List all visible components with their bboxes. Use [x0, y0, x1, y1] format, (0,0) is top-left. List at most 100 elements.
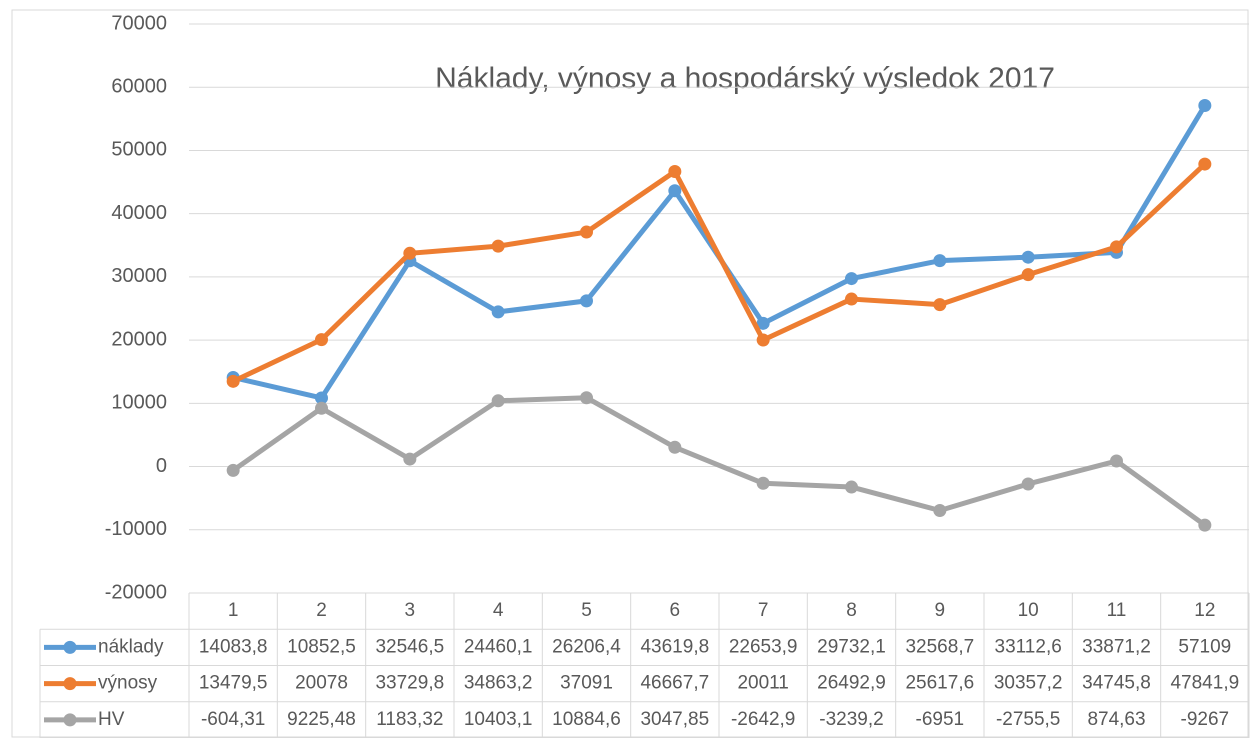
chart-frame — [11, 9, 1249, 738]
series-line — [231, 395, 1207, 528]
table-cell: 26206,4 — [552, 636, 621, 657]
y-tick-label: -20000 — [105, 581, 167, 603]
table-cell: 20078 — [295, 673, 348, 694]
x-tick-label: 4 — [493, 600, 504, 621]
table-cell: 1183,32 — [376, 709, 443, 730]
table-cell: 33112,6 — [995, 636, 1062, 657]
x-tick-label: 11 — [1107, 600, 1127, 621]
y-tick-label: 40000 — [111, 202, 167, 224]
table-cell: 29732,1 — [817, 636, 886, 657]
y-tick-label: -10000 — [105, 518, 167, 540]
x-tick-label: 9 — [935, 600, 946, 621]
y-tick-label: 10000 — [111, 392, 167, 414]
table-cell: 43619,8 — [640, 636, 709, 657]
series-marker — [845, 272, 858, 286]
table-cell: -604,31 — [201, 709, 265, 730]
x-tick-label: 10 — [1018, 600, 1039, 621]
series-marker — [491, 305, 505, 319]
legend-label: HV — [98, 709, 125, 730]
legend-key-marker — [63, 640, 77, 654]
series-marker — [580, 225, 593, 239]
table-cell: 30357,2 — [994, 673, 1063, 694]
x-tick-label: 2 — [316, 600, 327, 621]
series-marker — [1198, 518, 1212, 532]
y-tick-label: 60000 — [111, 76, 167, 98]
table-cell: 9225,48 — [287, 709, 356, 730]
series-marker — [1021, 268, 1035, 282]
table-cell: 24460,1 — [464, 636, 533, 657]
table-cell: 874,63 — [1087, 709, 1145, 730]
table-cell: 14083,8 — [199, 636, 268, 657]
series-marker — [491, 394, 505, 408]
table-cell: -2642,9 — [731, 709, 795, 730]
table-cell: 13479,5 — [199, 673, 268, 694]
y-tick-label: 70000 — [111, 12, 167, 34]
table-cell: 3047,85 — [640, 709, 709, 730]
y-tick-label: 0 — [156, 455, 167, 477]
table-cell: 10403,1 — [464, 709, 533, 730]
table-cell: 37091 — [560, 673, 613, 694]
series-marker — [1198, 157, 1212, 171]
table-cell: 26492,9 — [817, 673, 886, 694]
y-tick-label: 50000 — [111, 139, 167, 161]
series-marker — [845, 480, 858, 494]
x-tick-label: 3 — [405, 600, 416, 621]
table-cell: 32568,7 — [905, 636, 974, 657]
series-marker — [933, 254, 947, 268]
series-marker — [226, 463, 240, 477]
table-cell: 20011 — [737, 673, 788, 694]
series-marker — [315, 391, 328, 405]
table-cell: 10852,5 — [287, 636, 356, 657]
series-marker — [756, 476, 770, 490]
series-marker — [933, 298, 947, 312]
legend-key-marker — [63, 677, 77, 691]
series-marker — [226, 374, 240, 388]
y-tick-label: 20000 — [111, 328, 167, 350]
table-cell: 25617,6 — [905, 673, 974, 694]
legend-key-marker — [63, 713, 77, 727]
legend-label: náklady — [98, 636, 164, 657]
series-line — [232, 162, 1207, 384]
y-tick-label: 30000 — [111, 265, 167, 287]
table-cell: -2755,5 — [996, 709, 1060, 730]
series-marker — [1021, 477, 1035, 491]
series-marker — [1021, 250, 1035, 264]
series-marker — [491, 239, 505, 253]
x-tick-label: 12 — [1194, 600, 1215, 621]
table-cell: 57109 — [1178, 636, 1231, 657]
series-marker — [315, 401, 328, 415]
series-marker — [1110, 240, 1123, 254]
x-tick-label: 8 — [846, 600, 857, 621]
series-marker — [403, 246, 417, 260]
table-cell: -3239,2 — [819, 709, 883, 730]
series-marker — [668, 440, 682, 454]
x-tick-label: 6 — [670, 600, 681, 621]
legend-label: výnosy — [98, 673, 158, 694]
x-tick-label: 1 — [228, 600, 239, 621]
series-marker — [756, 316, 770, 330]
series-marker — [845, 292, 858, 306]
series-marker — [315, 333, 328, 347]
x-tick-label: 5 — [581, 600, 592, 621]
series-marker — [668, 184, 682, 198]
table-cell: -6951 — [916, 709, 965, 730]
chart-title: Náklady, výnosy a hospodárský výsledok 2… — [435, 62, 1055, 95]
table-cell: 22653,9 — [729, 636, 798, 657]
table-cell: 33729,8 — [375, 673, 444, 694]
x-tick-label: 7 — [758, 600, 769, 621]
table-cell: 10884,6 — [552, 709, 621, 730]
series-marker — [1110, 454, 1123, 468]
series-marker — [756, 333, 770, 347]
series-marker — [668, 165, 682, 179]
table-cell: 33871,2 — [1082, 636, 1151, 657]
table-cell: 34863,2 — [464, 673, 533, 694]
series-marker — [580, 391, 593, 405]
table-cell: 34745,8 — [1082, 673, 1151, 694]
series-marker — [933, 504, 947, 518]
table-cell: 46667,7 — [640, 673, 709, 694]
table-cell: -9267 — [1181, 709, 1230, 730]
series-marker — [580, 294, 593, 308]
series-marker — [403, 452, 417, 466]
table-cell: 47841,9 — [1170, 673, 1239, 694]
